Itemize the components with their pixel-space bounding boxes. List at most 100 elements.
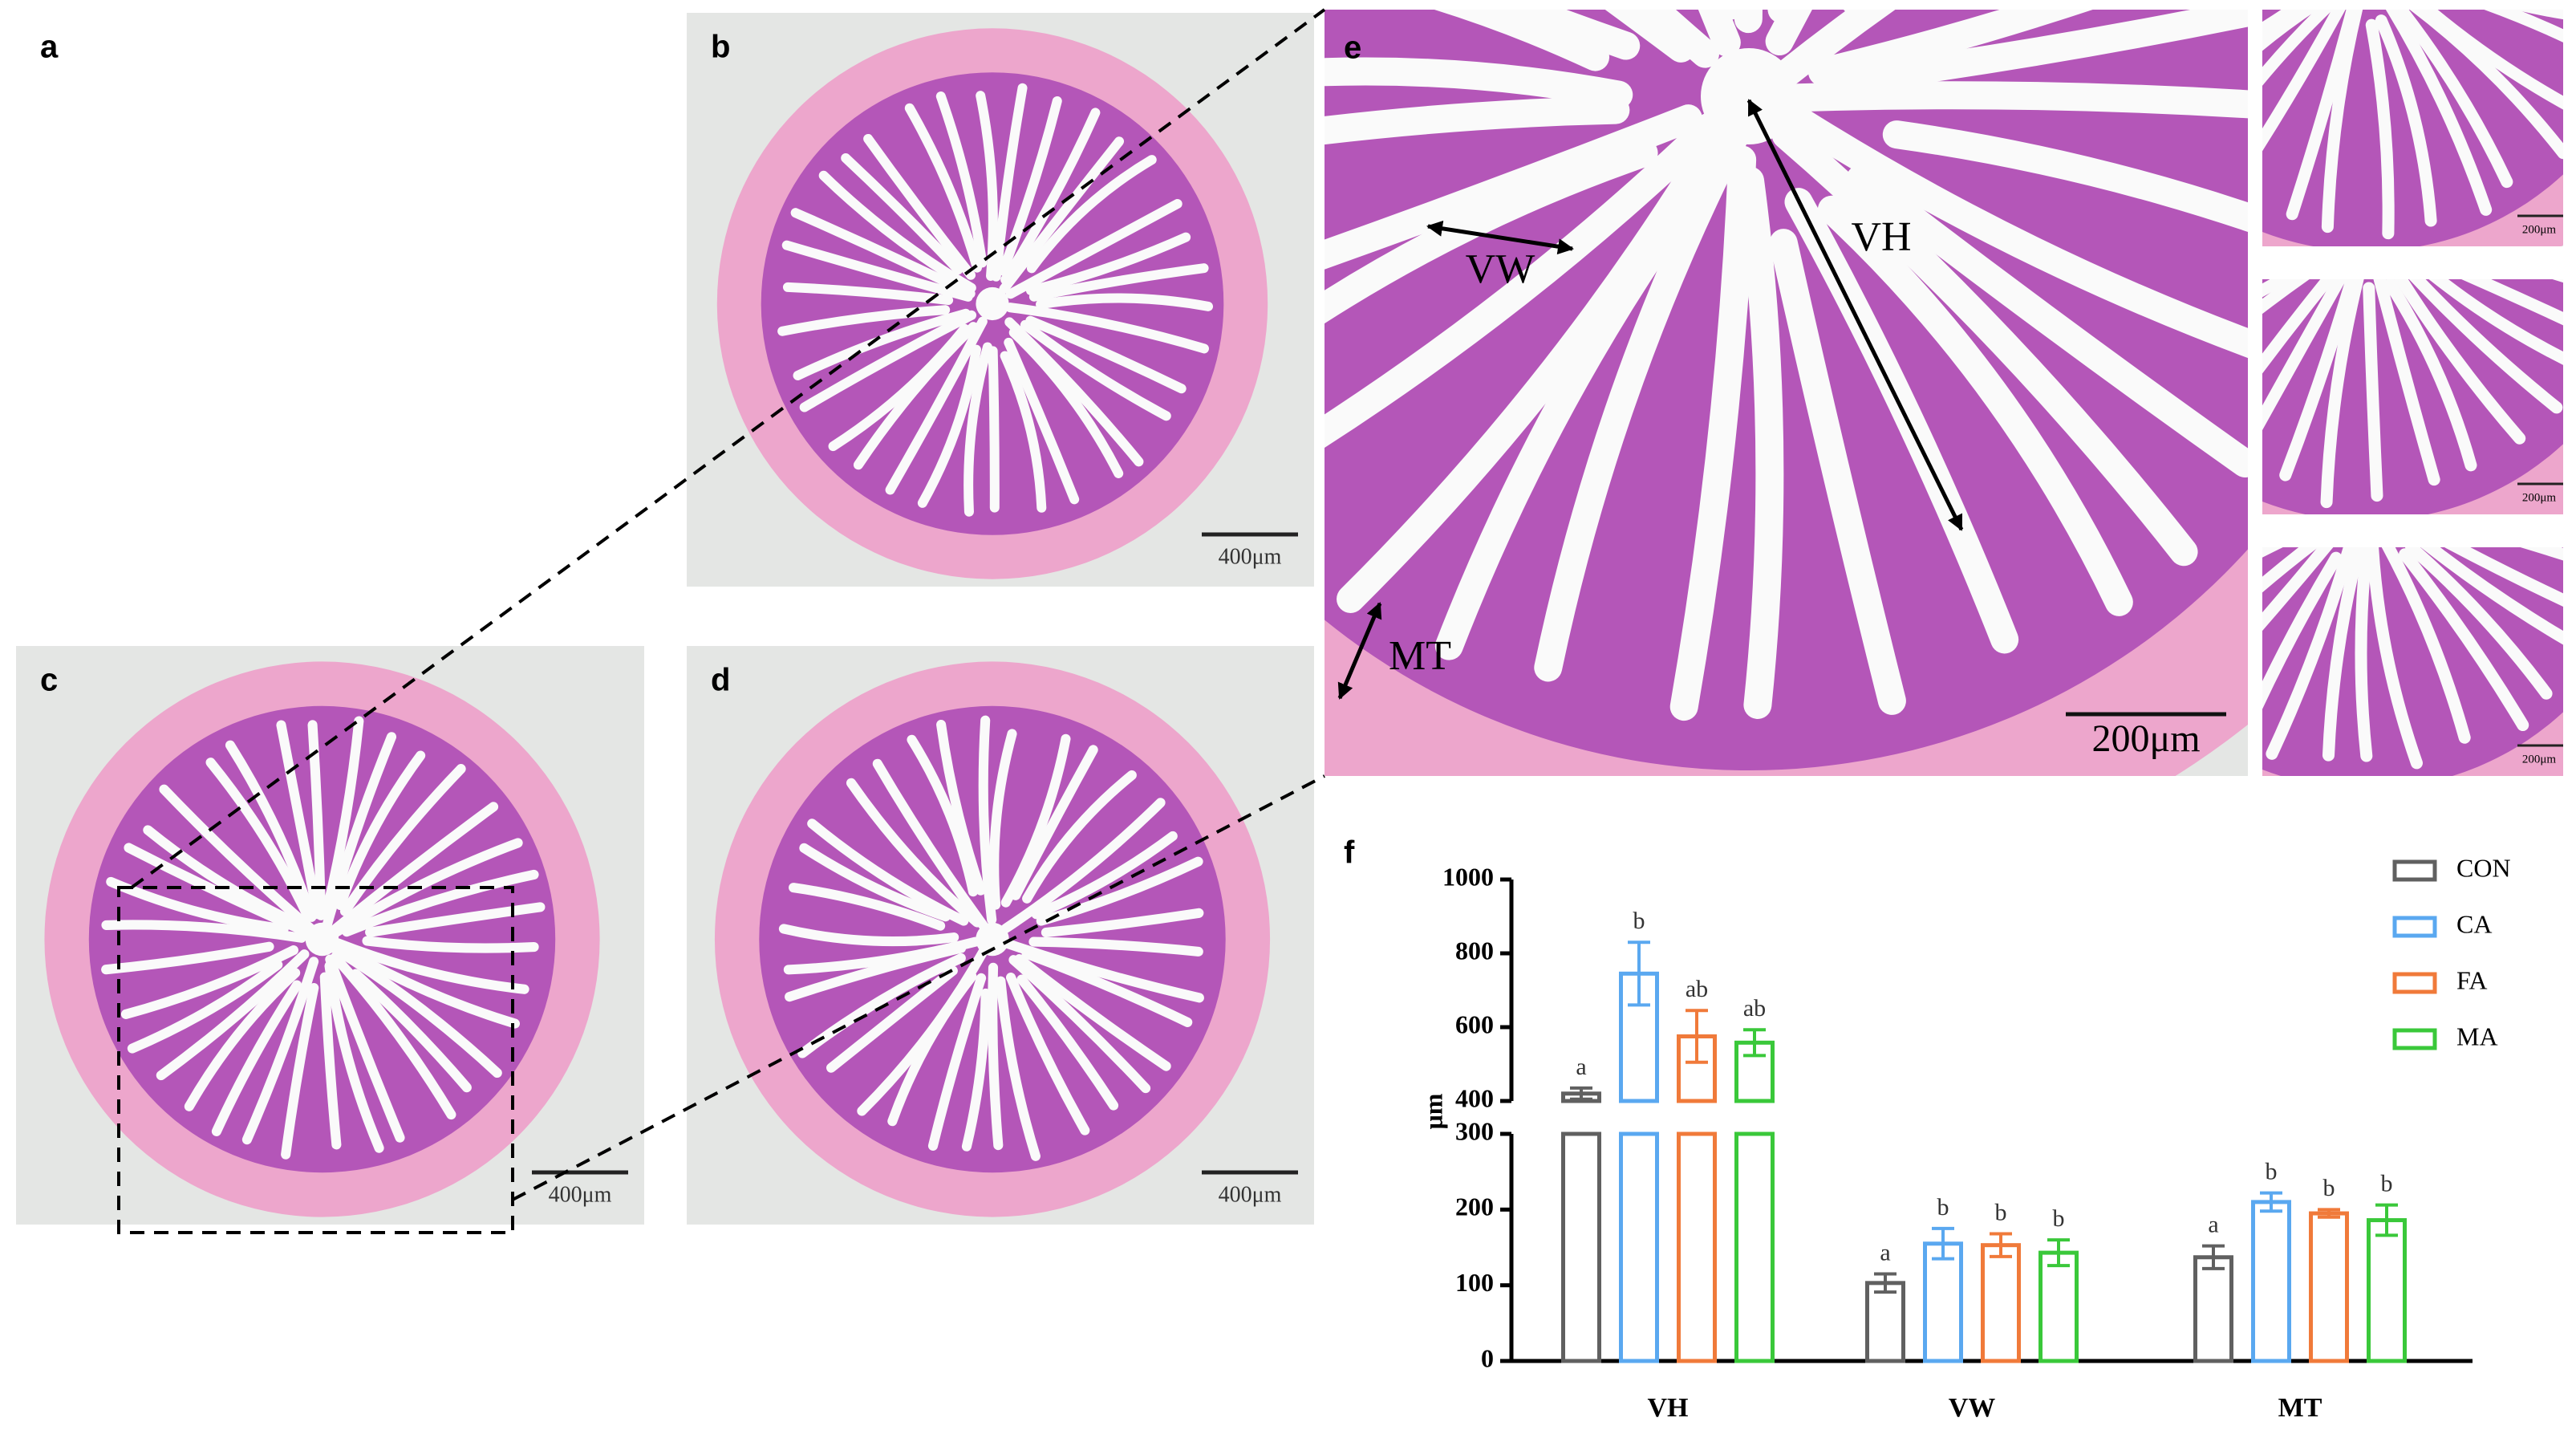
villus-gap: [322, 716, 364, 914]
villus-gap: [2262, 279, 2347, 430]
villus-gap: [1022, 770, 1137, 904]
villus-gap: [2262, 279, 2336, 374]
error-bar: [2318, 1208, 2340, 1219]
y-tick-label: 1000: [1442, 862, 1494, 891]
villus-gap: [988, 346, 1000, 513]
villus-gap: [1041, 908, 1204, 938]
villus-gap: [333, 938, 529, 994]
villus-gap: [2320, 279, 2364, 509]
villus-gap: [857, 945, 989, 1116]
significance-label: b: [2381, 1171, 2393, 1197]
villus-gap: [2373, 279, 2440, 486]
villus-gap: [0, 97, 5, 286]
villus-gap: [1000, 108, 1101, 285]
error-bar: [2202, 1244, 2225, 1270]
villus-gap: [1669, 145, 1757, 721]
villus-gap: [2428, 279, 2563, 365]
error-bar: [1570, 1086, 1592, 1101]
error-bar: [1686, 1009, 1708, 1064]
villus-gap: [1004, 303, 1209, 354]
villus-gap: [322, 732, 397, 929]
mucosa: [0, 72, 239, 535]
villus-gap: [276, 720, 323, 920]
villus-gap: [904, 103, 982, 273]
villus-gap: [935, 91, 988, 268]
villus-gap: [351, 969, 472, 1093]
villus-gap: [998, 95, 1062, 276]
significance-label: b: [2323, 1175, 2335, 1201]
villus-gap: [365, 902, 546, 937]
villus-gap: [2367, 547, 2423, 770]
villus-gap: [778, 924, 959, 947]
villus-gap: [44, 286, 217, 301]
villus-gap: [2286, 10, 2359, 221]
villus-gap: [1434, 10, 1610, 71]
zoom-connector: [512, 774, 1325, 1201]
significance-label: b: [2266, 1158, 2278, 1184]
villus-gap: [996, 976, 1041, 1161]
significance-label: a: [1576, 1054, 1586, 1080]
lumen: [305, 922, 339, 957]
bar: [1619, 1131, 1659, 1363]
villus-gap: [2262, 10, 2318, 51]
villus-gap: [328, 802, 499, 936]
villus-gap: [2262, 10, 2334, 86]
villus-gap: [26, 309, 209, 361]
villus-gap: [2385, 10, 2493, 216]
villus-gap: [1008, 955, 1151, 1094]
villus-gap: [26, 315, 184, 422]
villus-gap: [991, 83, 1028, 282]
villus-gap: [1000, 351, 1047, 513]
villus-gap: [0, 100, 6, 272]
villus-gap: [863, 133, 976, 280]
villus-gap: [1025, 232, 1191, 296]
villus-gap: [818, 170, 976, 293]
measure-arrow: [1337, 602, 1382, 700]
scale-bar-label: 200μm: [2522, 753, 2557, 766]
villus-gap: [1031, 831, 1178, 920]
villus-gap: [2262, 547, 2334, 632]
villus-gap: [826, 965, 958, 1073]
error-bar: [1874, 1272, 1897, 1294]
villus-gap: [1005, 973, 1090, 1135]
villus-gap: [1772, 10, 1896, 88]
villus-gap: [1487, 10, 1641, 60]
villus-gap: [330, 952, 456, 1120]
villus-gap: [2375, 14, 2437, 227]
panel-label: d: [711, 663, 730, 698]
villus-gap: [789, 883, 946, 931]
legend-label: FA: [2456, 965, 2488, 994]
villus-gap: [963, 342, 992, 517]
villus-gap: [988, 962, 1004, 1151]
lumen: [976, 922, 1009, 957]
error-bar: [2375, 1203, 2398, 1237]
y-tick-label: 800: [1455, 936, 1494, 965]
villus-gap: [0, 342, 2, 520]
scale-bar-label: 400μm: [1219, 1182, 1282, 1207]
y-tick-label: 300: [1455, 1116, 1494, 1145]
villus-gap: [846, 778, 983, 928]
x-tick-label: VW: [1949, 1393, 1996, 1423]
villus-gap: [16, 119, 109, 290]
villus-gap: [1020, 319, 1171, 421]
villus-gap: [16, 342, 51, 505]
villus-gap: [307, 720, 327, 920]
villus-gap: [2484, 10, 2563, 43]
villus-gap: [1036, 293, 1214, 311]
y-tick-label: 0: [1481, 1343, 1494, 1372]
villus-gap: [23, 100, 69, 253]
x-tick-label: MT: [2278, 1393, 2322, 1423]
legend-label: MA: [2456, 1022, 2498, 1050]
villus-gap: [2444, 547, 2563, 607]
villus-gap: [2266, 547, 2356, 760]
annotation: VH: [1851, 214, 1911, 260]
bar: [2309, 1211, 2349, 1363]
villus-gap: [205, 758, 314, 923]
significance-label: a: [2208, 1212, 2218, 1238]
legend-swatch: [2392, 859, 2437, 882]
micrograph: [16, 646, 644, 1225]
villus-gap: [1028, 263, 1209, 302]
villus-gap: [1025, 315, 1187, 394]
legend-swatch: [2392, 1028, 2437, 1050]
significance-label: b: [1937, 1194, 1949, 1221]
